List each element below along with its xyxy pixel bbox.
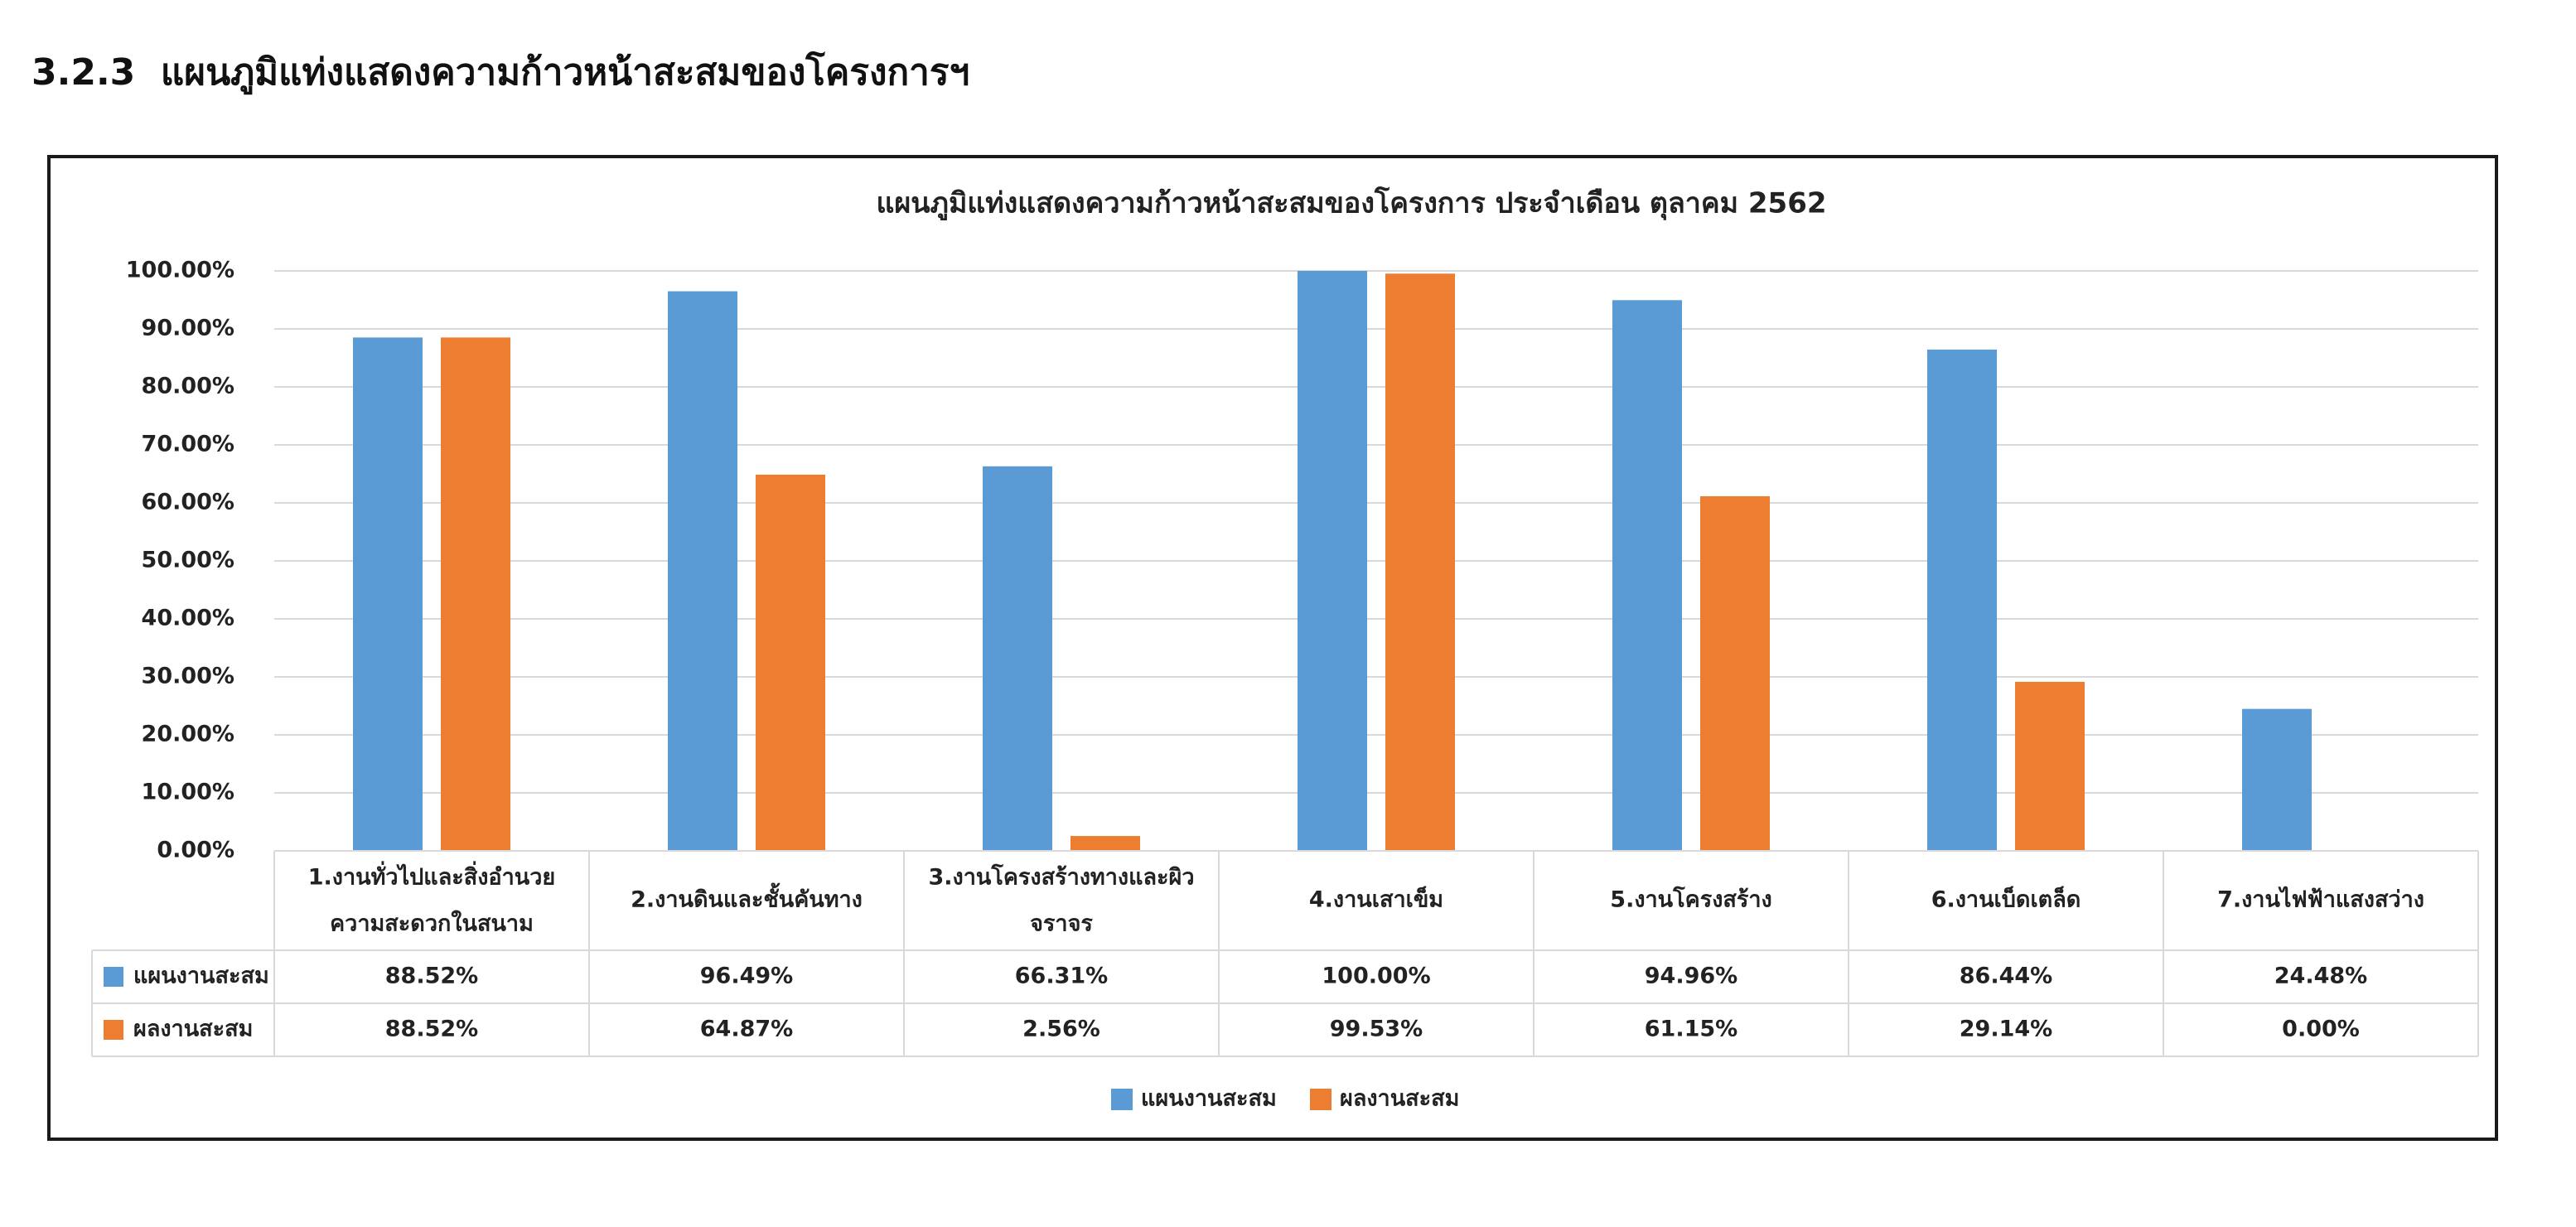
x-category-label: 2.งานดินและชั้นคันทาง	[631, 882, 863, 913]
table-value: 88.52%	[385, 1017, 478, 1042]
row-series-name: แผนงานสะสม	[133, 964, 269, 989]
y-tick-label: 70.00%	[142, 432, 234, 457]
bar-plan	[983, 466, 1052, 851]
table-value: 94.96%	[1645, 964, 1737, 989]
row-legend-key	[104, 1020, 123, 1040]
y-tick-label: 40.00%	[142, 606, 234, 631]
legend-key-plan	[1111, 1089, 1133, 1110]
section-number: 3.2.3	[31, 51, 136, 94]
bar-plan	[668, 291, 737, 851]
y-tick-label: 10.00%	[142, 780, 234, 805]
table-value: 86.44%	[1960, 964, 2052, 989]
y-tick-label: 80.00%	[142, 374, 234, 399]
y-tick-label: 20.00%	[142, 722, 234, 747]
y-tick-label: 60.00%	[142, 490, 234, 515]
x-category-label: 7.งานไฟฟ้าแสงสว่าง	[2217, 886, 2424, 913]
bar-chart: แผนภูมิแท่งแสดงความก้าวหน้าสะสมของโครงกา…	[91, 186, 2479, 1112]
bar-plan	[1612, 300, 1682, 851]
bar-plan	[1927, 349, 1997, 851]
y-tick-label: 30.00%	[142, 664, 234, 689]
x-category-label: 1.งานทั่วไปและสิ่งอำนวย	[308, 861, 555, 891]
table-value: 0.00%	[2282, 1017, 2360, 1042]
table-value: 88.52%	[385, 964, 478, 989]
y-tick-label: 50.00%	[142, 548, 234, 573]
legend-key-result	[1310, 1089, 1331, 1110]
x-category-label: 6.งานเบ็ดเตล็ด	[1931, 885, 2081, 913]
row-legend-key	[104, 967, 123, 987]
x-category-label: 4.งานเสาเข็ม	[1309, 885, 1443, 913]
table-value: 2.56%	[1022, 1017, 1100, 1042]
table-value: 100.00%	[1322, 964, 1430, 989]
table-value: 29.14%	[1960, 1017, 2052, 1042]
table-value: 24.48%	[2274, 964, 2367, 989]
bar-result	[441, 337, 510, 851]
bar-result	[2015, 682, 2085, 851]
bar-result	[1385, 273, 1455, 851]
bar-plan	[353, 337, 423, 851]
bar-plan	[1298, 271, 1367, 851]
table-value: 99.53%	[1330, 1017, 1423, 1042]
y-tick-label: 0.00%	[157, 838, 234, 863]
bar-result	[1700, 495, 1770, 851]
section-title: แผนภูมิแท่งแสดงความก้าวหน้าสะสมของโครงกา…	[160, 51, 970, 94]
bar-result	[1071, 836, 1140, 851]
legend-label-plan: แผนงานสะสม	[1141, 1086, 1277, 1112]
bar-result	[756, 474, 825, 851]
x-category-label: ความสะดวกในสนาม	[330, 911, 534, 937]
table-value: 61.15%	[1645, 1017, 1737, 1042]
legend-label-result: ผลงานสะสม	[1340, 1086, 1459, 1112]
y-tick-label: 90.00%	[142, 316, 234, 341]
y-tick-label: 100.00%	[126, 258, 234, 283]
chart-frame: แผนภูมิแท่งแสดงความก้าวหน้าสะสมของโครงกา…	[47, 155, 2498, 1141]
x-category-label: 5.งานโครงสร้าง	[1610, 886, 1771, 913]
table-value: 64.87%	[700, 1017, 793, 1042]
x-category-label: จราจร	[1030, 911, 1093, 937]
row-series-name: ผลงานสะสม	[133, 1017, 253, 1042]
table-value: 66.31%	[1015, 964, 1108, 989]
x-category-label: 3.งานโครงสร้างทางและผิว	[929, 863, 1195, 891]
chart-title: แผนภูมิแท่งแสดงความก้าวหน้าสะสมของโครงกา…	[876, 186, 1826, 221]
section-heading: 3.2.3 แผนภูมิแท่งแสดงความก้าวหน้าสะสมของ…	[31, 43, 969, 101]
table-value: 96.49%	[700, 964, 793, 989]
bar-plan	[2242, 708, 2312, 851]
